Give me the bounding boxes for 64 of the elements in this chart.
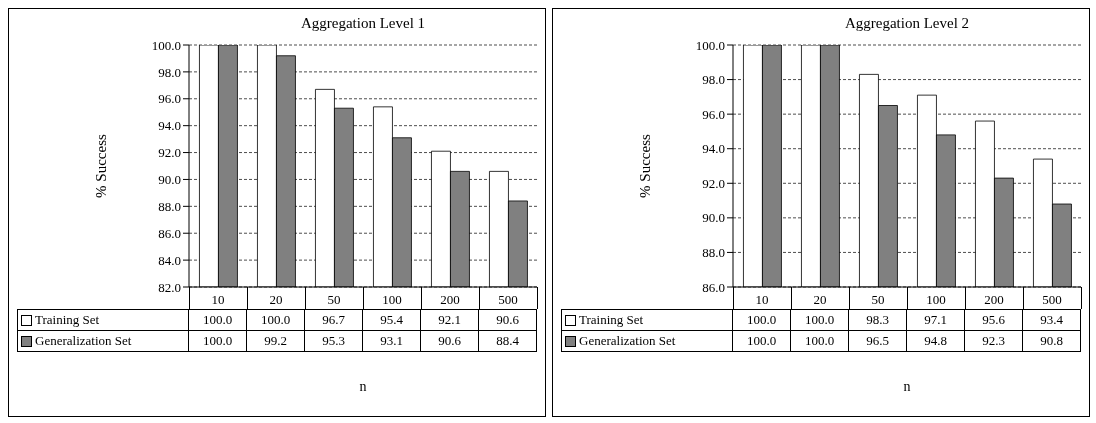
x-tick-label: 10 xyxy=(211,292,225,308)
legend-label: Generalization Set xyxy=(35,333,132,349)
data-label: 100.0 xyxy=(790,330,849,352)
data-label: 88.4 xyxy=(478,330,537,352)
chart-title: Aggregation Level 2 xyxy=(843,15,971,32)
data-label: 95.4 xyxy=(362,309,421,331)
x-axis-title: n xyxy=(902,379,912,395)
y-tick-label: 92.0 xyxy=(158,145,181,161)
x-axis-title: n xyxy=(358,379,368,395)
y-tick-label: 86.0 xyxy=(702,279,725,295)
data-label: 93.1 xyxy=(362,330,421,352)
x-tick-label: 10 xyxy=(755,292,769,308)
y-tick-label: 94.0 xyxy=(702,141,725,157)
data-label: 96.5 xyxy=(848,330,907,352)
y-tick-label: 98.0 xyxy=(158,64,181,80)
y-tick-label: 96.0 xyxy=(702,106,725,122)
data-label: 90.8 xyxy=(1022,330,1081,352)
data-label: 90.6 xyxy=(478,309,537,331)
y-tick-label: 100.0 xyxy=(695,37,725,53)
x-tick-label: 20 xyxy=(813,292,827,308)
y-tick-label: 88.0 xyxy=(158,198,181,214)
x-tick-label: 500 xyxy=(1042,292,1062,308)
data-label: 94.8 xyxy=(906,330,965,352)
y-axis-title: % Success xyxy=(637,133,654,198)
data-label: 97.1 xyxy=(906,309,965,331)
y-tick-label: 84.0 xyxy=(158,252,181,268)
data-label: 100.0 xyxy=(188,330,247,352)
y-tick-label: 94.0 xyxy=(158,118,181,134)
x-tick-label: 500 xyxy=(498,292,518,308)
y-tick-label: 88.0 xyxy=(702,245,725,261)
y-tick-label: 86.0 xyxy=(158,225,181,241)
data-label: 98.3 xyxy=(848,309,907,331)
legend-label: Training Set xyxy=(579,312,644,328)
x-tick-label: 50 xyxy=(327,292,341,308)
y-tick-label: 100.0 xyxy=(151,37,181,53)
y-tick-label: 92.0 xyxy=(702,175,725,191)
x-tick-label: 50 xyxy=(871,292,885,308)
data-label: 100.0 xyxy=(246,309,305,331)
y-tick-label: 90.0 xyxy=(158,172,181,188)
data-label: 93.4 xyxy=(1022,309,1081,331)
y-tick-label: 98.0 xyxy=(702,72,725,88)
data-label: 95.3 xyxy=(304,330,363,352)
x-tick-label: 20 xyxy=(269,292,283,308)
data-label: 99.2 xyxy=(246,330,305,352)
data-label: 90.6 xyxy=(420,330,479,352)
y-tick-label: 82.0 xyxy=(158,279,181,295)
data-label: 100.0 xyxy=(790,309,849,331)
data-label: 95.6 xyxy=(964,309,1023,331)
x-tick-label: 100 xyxy=(382,292,402,308)
legend-label: Generalization Set xyxy=(579,333,676,349)
y-tick-label: 90.0 xyxy=(702,210,725,226)
y-tick-label: 96.0 xyxy=(158,91,181,107)
data-label: 100.0 xyxy=(732,330,791,352)
y-axis-title: % Success xyxy=(93,133,110,198)
x-tick-label: 200 xyxy=(440,292,460,308)
x-tick-label: 200 xyxy=(984,292,1004,308)
data-label: 96.7 xyxy=(304,309,363,331)
data-label: 92.3 xyxy=(964,330,1023,352)
data-label: 92.1 xyxy=(420,309,479,331)
x-tick-label: 100 xyxy=(926,292,946,308)
legend-label: Training Set xyxy=(35,312,100,328)
chart-title: Aggregation Level 1 xyxy=(299,15,427,32)
data-label: 100.0 xyxy=(732,309,791,331)
data-label: 100.0 xyxy=(188,309,247,331)
